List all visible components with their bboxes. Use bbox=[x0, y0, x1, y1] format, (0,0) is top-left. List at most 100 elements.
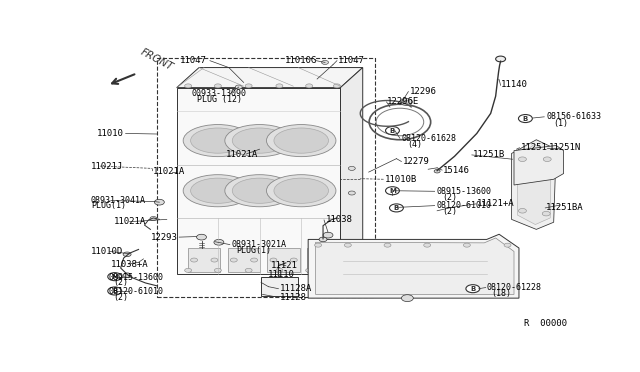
Circle shape bbox=[306, 84, 312, 88]
Text: B: B bbox=[470, 286, 476, 292]
Text: 11251BA: 11251BA bbox=[547, 203, 584, 212]
Text: 08931-3021A: 08931-3021A bbox=[231, 240, 286, 249]
Text: 08931-3041A: 08931-3041A bbox=[91, 196, 146, 205]
Circle shape bbox=[518, 208, 527, 213]
Text: M: M bbox=[389, 188, 396, 194]
Polygon shape bbox=[177, 87, 340, 274]
Circle shape bbox=[321, 60, 328, 64]
Text: B: B bbox=[390, 128, 395, 134]
Circle shape bbox=[291, 258, 297, 262]
Circle shape bbox=[123, 273, 131, 278]
Text: 12296E: 12296E bbox=[387, 97, 419, 106]
Ellipse shape bbox=[183, 125, 253, 157]
Circle shape bbox=[403, 100, 410, 104]
Text: PLUG (12): PLUG (12) bbox=[196, 95, 241, 104]
Bar bbox=[188, 248, 220, 272]
Text: 08120-61628: 08120-61628 bbox=[401, 134, 456, 143]
Circle shape bbox=[245, 84, 252, 88]
Text: (2): (2) bbox=[442, 193, 457, 202]
Circle shape bbox=[306, 268, 312, 272]
Ellipse shape bbox=[225, 125, 294, 157]
Text: PLUG(1): PLUG(1) bbox=[91, 201, 126, 210]
Polygon shape bbox=[340, 68, 363, 274]
Bar bbox=[261, 277, 298, 296]
Text: 11110: 11110 bbox=[268, 270, 294, 279]
Circle shape bbox=[251, 258, 257, 262]
Circle shape bbox=[154, 199, 164, 205]
Circle shape bbox=[348, 191, 355, 195]
Ellipse shape bbox=[232, 178, 287, 203]
Circle shape bbox=[191, 258, 198, 262]
Polygon shape bbox=[316, 238, 514, 294]
Circle shape bbox=[276, 84, 283, 88]
Text: FRONT: FRONT bbox=[138, 46, 175, 72]
Text: 11021J: 11021J bbox=[91, 161, 123, 171]
Circle shape bbox=[323, 232, 333, 238]
Circle shape bbox=[230, 258, 237, 262]
Ellipse shape bbox=[274, 178, 328, 203]
Text: 00933-13090: 00933-13090 bbox=[191, 89, 246, 99]
Text: (2): (2) bbox=[442, 207, 457, 216]
Circle shape bbox=[150, 217, 157, 221]
Text: 08915-13600: 08915-13600 bbox=[109, 273, 164, 282]
Text: 11010: 11010 bbox=[97, 129, 124, 138]
Polygon shape bbox=[518, 144, 551, 225]
Polygon shape bbox=[177, 68, 363, 87]
Text: 11251: 11251 bbox=[520, 143, 547, 152]
Text: (1): (1) bbox=[554, 119, 569, 128]
Circle shape bbox=[385, 126, 399, 135]
Circle shape bbox=[390, 204, 403, 212]
Circle shape bbox=[236, 85, 242, 89]
Ellipse shape bbox=[266, 175, 336, 207]
Ellipse shape bbox=[225, 175, 294, 207]
Circle shape bbox=[344, 243, 351, 247]
Text: 11021A: 11021A bbox=[114, 217, 146, 226]
Circle shape bbox=[310, 258, 317, 262]
Circle shape bbox=[384, 243, 391, 247]
Circle shape bbox=[518, 115, 532, 122]
Text: 11128A: 11128A bbox=[280, 284, 312, 293]
Text: (2): (2) bbox=[114, 293, 129, 302]
Circle shape bbox=[348, 166, 355, 170]
Ellipse shape bbox=[232, 128, 287, 153]
Text: 08120-61010: 08120-61010 bbox=[109, 287, 164, 296]
Circle shape bbox=[245, 268, 252, 272]
Text: 08120-61228: 08120-61228 bbox=[486, 283, 541, 292]
Bar bbox=[307, 248, 339, 272]
Circle shape bbox=[463, 243, 470, 247]
Circle shape bbox=[211, 258, 218, 262]
Text: 12279: 12279 bbox=[403, 157, 429, 166]
Text: 11038+A: 11038+A bbox=[111, 260, 148, 269]
Text: (4): (4) bbox=[408, 140, 422, 149]
Circle shape bbox=[495, 56, 506, 62]
Circle shape bbox=[108, 287, 122, 295]
Circle shape bbox=[123, 252, 131, 257]
Circle shape bbox=[333, 84, 340, 88]
Ellipse shape bbox=[191, 178, 245, 203]
Text: 08120-61010: 08120-61010 bbox=[436, 201, 491, 210]
Text: 12293: 12293 bbox=[151, 232, 178, 242]
Circle shape bbox=[424, 243, 431, 247]
Circle shape bbox=[542, 211, 550, 216]
Text: PLUG(1): PLUG(1) bbox=[236, 246, 271, 255]
Bar bbox=[157, 58, 375, 297]
Circle shape bbox=[270, 258, 277, 262]
Text: 11251B: 11251B bbox=[473, 150, 505, 160]
Text: 11038: 11038 bbox=[326, 215, 353, 224]
Text: R  00000: R 00000 bbox=[524, 318, 567, 328]
Text: B: B bbox=[394, 205, 399, 211]
Circle shape bbox=[214, 268, 221, 272]
Text: 11010D: 11010D bbox=[91, 247, 123, 256]
Ellipse shape bbox=[191, 128, 245, 153]
Text: (18): (18) bbox=[492, 289, 512, 298]
Circle shape bbox=[333, 268, 340, 272]
Circle shape bbox=[330, 258, 337, 262]
Circle shape bbox=[315, 243, 321, 247]
Text: B: B bbox=[112, 288, 117, 294]
Circle shape bbox=[185, 268, 191, 272]
Text: 11121+A: 11121+A bbox=[477, 199, 515, 208]
Bar bbox=[268, 248, 300, 272]
Polygon shape bbox=[511, 140, 556, 230]
Circle shape bbox=[276, 268, 283, 272]
Ellipse shape bbox=[266, 125, 336, 157]
